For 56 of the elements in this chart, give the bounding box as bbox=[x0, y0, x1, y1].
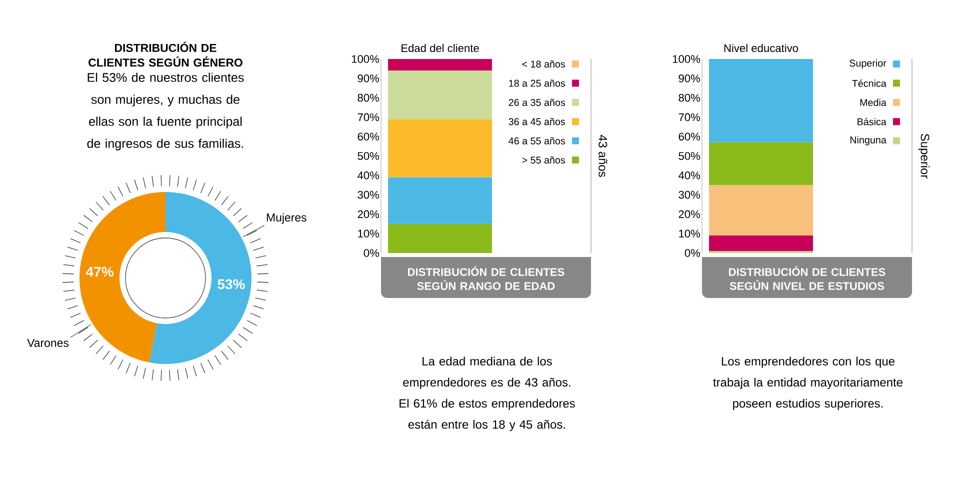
legend-label: 36 a 45 años bbox=[508, 118, 566, 126]
chart-subtitle: Edad del cliente bbox=[402, 44, 479, 52]
y-tick-label: 50% bbox=[358, 152, 380, 160]
slice-label: Mujeres bbox=[266, 213, 306, 224]
text: 43 años bbox=[598, 134, 608, 177]
y-tick-label: 40% bbox=[358, 171, 380, 180]
legend-label: Técnica bbox=[852, 80, 886, 87]
bar bbox=[388, 224, 492, 253]
y-tick-label: 30% bbox=[678, 190, 700, 199]
legend-label: < 18 años bbox=[522, 60, 566, 68]
bar bbox=[709, 236, 814, 252]
chart-title: DISTRIBUCIÓN DE CLIENTES SEGÚN GÉNERO bbox=[88, 42, 242, 67]
y-tick-label: 80% bbox=[358, 94, 380, 102]
legend-label: Media bbox=[860, 98, 886, 106]
legend-label: 26 a 35 años bbox=[508, 98, 566, 106]
slice-label: Varones bbox=[27, 338, 68, 347]
bar bbox=[388, 70, 492, 120]
legend-label: 18 a 25 años bbox=[509, 80, 566, 87]
bar bbox=[709, 185, 814, 236]
legend-label: Superior bbox=[850, 59, 886, 69]
bar bbox=[709, 142, 814, 186]
y-tick-label: 60% bbox=[678, 132, 700, 141]
y-tick-label: 0% bbox=[684, 249, 700, 257]
text: Los emprendedores con los que trabaja la entidad mayoritariamente poseen estudios superiores. bbox=[713, 356, 902, 410]
data-label: 47% bbox=[86, 266, 114, 277]
y-tick-label: 70% bbox=[358, 113, 380, 122]
text: DISTRIBUCIÓN DE CLIENTES SEGÚN RANGO DE EDAD bbox=[408, 266, 564, 290]
bar bbox=[388, 58, 492, 71]
y-tick-label: 80% bbox=[678, 94, 700, 102]
y-tick-label: 20% bbox=[358, 210, 380, 218]
chart-subtitle: El 53% de nuestros clientes son mujeres, y muchas de ellas son la fuente principal de ingresos de sus familias. bbox=[87, 72, 244, 150]
y-tick-label: 20% bbox=[678, 210, 700, 218]
bar bbox=[388, 119, 492, 178]
text: Superior bbox=[918, 134, 930, 178]
y-tick-label: 40% bbox=[678, 171, 700, 180]
y-tick-label: 100% bbox=[352, 55, 380, 63]
y-tick-label: 70% bbox=[678, 113, 700, 122]
y-tick-label: 100% bbox=[672, 55, 700, 63]
y-tick-label: 30% bbox=[358, 190, 380, 199]
bar bbox=[388, 177, 492, 224]
legend-label: > 55 años bbox=[522, 156, 566, 164]
y-tick-label: 50% bbox=[678, 152, 700, 160]
y-tick-label: 90% bbox=[358, 74, 380, 82]
y-tick-label: 0% bbox=[364, 249, 380, 257]
legend-label: 46 a 55 años bbox=[508, 137, 566, 144]
y-tick-label: 90% bbox=[678, 74, 700, 82]
y-tick-label: 10% bbox=[358, 230, 380, 238]
legend-label: Ninguna bbox=[850, 136, 886, 146]
bar bbox=[709, 58, 814, 142]
data-label: 53% bbox=[218, 279, 245, 290]
chart-subtitle: Nivel educativo bbox=[724, 44, 798, 52]
y-tick-label: 60% bbox=[358, 132, 380, 141]
legend-label: Básica bbox=[858, 118, 886, 126]
y-tick-label: 10% bbox=[679, 230, 700, 238]
text: La edad mediana de los emprendedores es de 43 años. El 61% de estos emprendedores están entre los 18 y 45 años. bbox=[400, 356, 575, 432]
text: DISTRIBUCIÓN DE CLIENTES SEGÚN NIVEL DE ESTUDIOS bbox=[729, 266, 886, 290]
